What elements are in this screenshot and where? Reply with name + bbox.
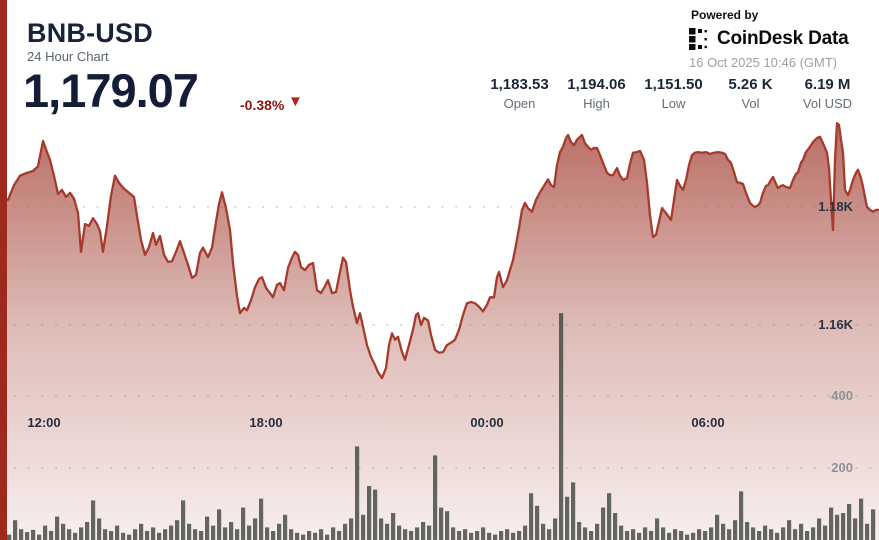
stat-open-label: Open xyxy=(503,96,536,111)
stat-high: 1,194.06 High xyxy=(558,76,635,111)
stat-vol-label: Vol xyxy=(741,96,760,111)
price-change-percent: -0.38% xyxy=(240,97,285,113)
ohlcv-stats-row: 1,183.53 Open 1,194.06 High 1,151.50 Low… xyxy=(481,76,866,111)
y-axis-label-1.18K: 1.18K xyxy=(818,199,853,214)
x-axis-label-12:00: 12:00 xyxy=(27,415,61,430)
brand-block: Powered by CoinDesk Data 16 Oct 2025 10:… xyxy=(689,8,859,70)
stat-vol-usd-label: Vol USD xyxy=(802,96,853,111)
powered-by-label: Powered by xyxy=(691,8,759,22)
chart-range-subtitle: 24 Hour Chart xyxy=(27,49,109,64)
coindesk-logo-icon xyxy=(689,28,707,50)
x-axis-label-06:00: 06:00 xyxy=(691,415,725,430)
stat-vol-value: 5.26 K xyxy=(728,76,773,93)
brand-name: CoinDesk Data xyxy=(717,28,849,49)
stat-low-label: Low xyxy=(661,96,686,111)
stat-low-value: 1,151.50 xyxy=(644,76,703,93)
x-axis-label-18:00: 18:00 xyxy=(249,415,283,430)
stat-open: 1,183.53 Open xyxy=(481,76,558,111)
current-price: 1,179.07 xyxy=(23,64,199,117)
timestamp: 16 Oct 2025 10:46 (GMT) xyxy=(689,55,838,70)
stat-low: 1,151.50 Low xyxy=(635,76,712,111)
down-triangle-icon: ▼ xyxy=(288,93,303,110)
stat-vol-usd: 6.19 M Vol USD xyxy=(789,76,866,111)
x-axis-label-00:00: 00:00 xyxy=(470,415,504,430)
stat-vol-usd-value: 6.19 M xyxy=(804,76,851,93)
coindesk-data-link[interactable]: CoinDesk Data xyxy=(689,28,859,50)
y-axis-label-400: 400 xyxy=(831,388,853,403)
stat-high-value: 1,194.06 xyxy=(567,76,626,93)
stat-high-label: High xyxy=(583,96,610,111)
y-axis-label-1.16K: 1.16K xyxy=(818,317,853,332)
stat-vol: 5.26 K Vol xyxy=(712,76,789,111)
left-accent-bar xyxy=(0,0,7,540)
y-axis-label-200: 200 xyxy=(831,460,853,475)
symbol-title: BNB-USD xyxy=(27,18,153,48)
stat-open-value: 1,183.53 xyxy=(490,76,549,93)
